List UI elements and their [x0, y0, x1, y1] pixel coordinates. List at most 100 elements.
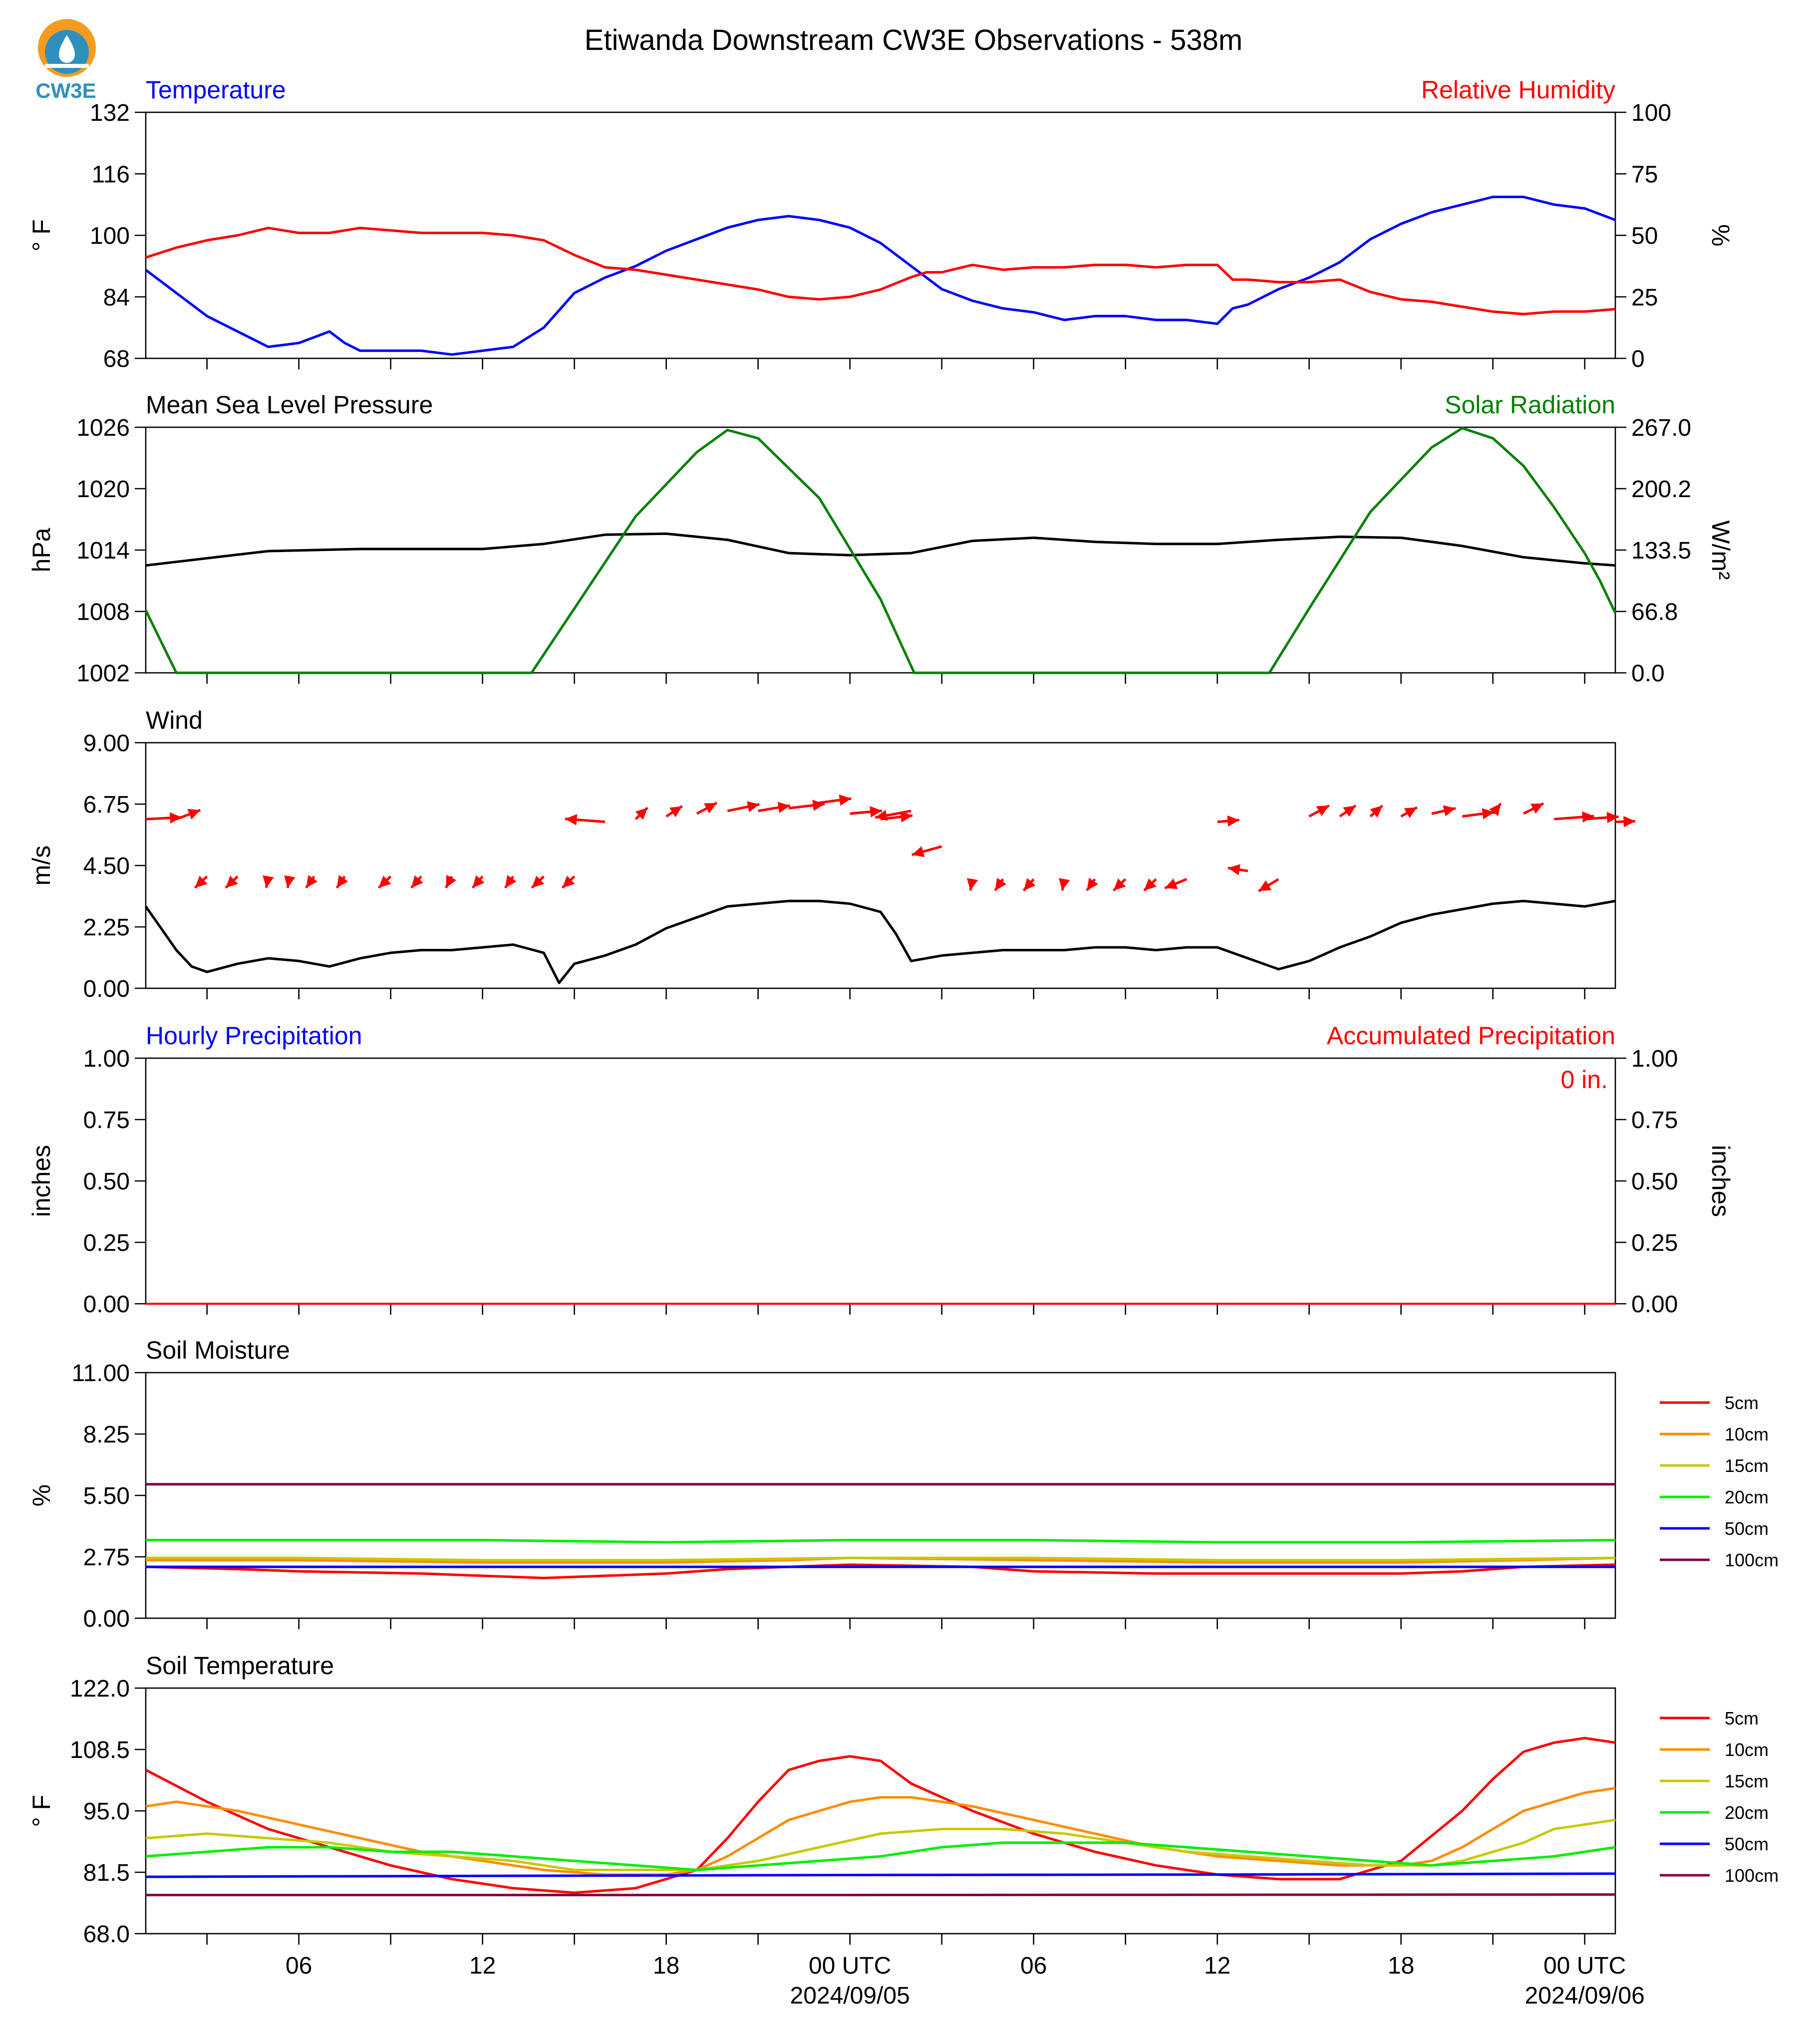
y-tick-label-left: 6.75 — [83, 792, 130, 818]
series-line-right — [145, 227, 1616, 315]
y-tick-label-left: 2.25 — [83, 914, 130, 941]
y-axis-label-left: ° F — [27, 219, 55, 251]
legend-label: 5cm — [1725, 1708, 1759, 1729]
wind-arrow-head — [1228, 864, 1240, 875]
legend-label: 100cm — [1725, 1865, 1779, 1886]
wind-arrow-head — [812, 800, 825, 811]
wind-arrow — [1400, 806, 1418, 818]
y-tick-label-left: 122.0 — [70, 1676, 130, 1702]
wind-arrow — [194, 875, 208, 889]
wind-arrow-head — [870, 806, 882, 818]
y-tick-label-left: 68 — [103, 346, 130, 372]
wind-arrow-head — [378, 875, 391, 888]
wind-arrow-head — [911, 846, 925, 858]
y-axis-label-left: ° F — [27, 1795, 55, 1827]
wind-arrow — [284, 875, 296, 888]
wind-arrow-head — [1087, 877, 1099, 891]
y-tick-label-left: 0.25 — [83, 1230, 130, 1256]
wind-arrow-head — [195, 875, 208, 888]
panel-title-left: Mean Sea Level Pressure — [146, 391, 433, 419]
wind-arrow — [225, 875, 239, 889]
x-tick-label: 06 — [286, 1953, 312, 1979]
y-tick-label-left: 0.00 — [83, 976, 130, 1002]
y-tick-label-left: 108.5 — [70, 1737, 130, 1763]
x-tick-label: 18 — [653, 1953, 679, 1979]
wind-arrow — [634, 807, 649, 820]
y-axis-label-right: inches — [1707, 1145, 1735, 1217]
wind-arrow-head — [306, 875, 318, 888]
wind-arrow-head — [1404, 807, 1417, 818]
wind-arrow-head — [505, 875, 517, 888]
y-tick-label-left: 0.50 — [83, 1168, 130, 1195]
y-tick-label-right: 25 — [1631, 285, 1658, 311]
wind-arrow — [1227, 864, 1248, 875]
wind-arrow — [561, 875, 576, 889]
wind-arrow — [263, 875, 274, 888]
wind-arrow — [875, 810, 911, 821]
y-tick-label-left: 0.00 — [83, 1606, 130, 1632]
wind-arrow — [1086, 877, 1099, 891]
wind-arrow-head — [966, 878, 978, 891]
y-tick-label-left: 1026 — [76, 415, 130, 441]
wind-arrow-head — [1343, 805, 1356, 817]
x-tick-label: 00 UTC — [809, 1953, 891, 1979]
x-date-label: 2024/09/05 — [790, 1983, 910, 2009]
panel-title-left: Hourly Precipitation — [146, 1022, 362, 1050]
wind-arrow — [665, 805, 683, 818]
y-tick-label-left: 0.00 — [83, 1291, 130, 1318]
wind-arrow-head — [1623, 816, 1635, 828]
wind-arrow-head — [263, 875, 274, 888]
series-line-left — [145, 532, 1616, 567]
wind-arrow-head — [1258, 880, 1272, 891]
wind-arrow — [335, 875, 348, 889]
panels: Temperature Relative Humidity 68 84 100 116 13… — [27, 76, 1779, 2009]
wind-arrow-head — [284, 875, 296, 888]
y-tick-label-left: 0.75 — [83, 1107, 130, 1134]
y-tick-label-right: 0.0 — [1631, 660, 1665, 687]
wind-arrow-head — [1113, 878, 1126, 891]
y-tick-label-right: 200.2 — [1631, 476, 1691, 503]
wind-arrow-head — [565, 814, 578, 826]
panel-title-right: Relative Humidity — [1421, 76, 1615, 104]
wind-arrow — [1522, 802, 1544, 815]
wind-arrow-head — [1023, 878, 1036, 891]
legend-label: 15cm — [1725, 1455, 1769, 1476]
soil-line-15cm — [146, 1556, 1616, 1562]
wind-arrow-head — [532, 875, 545, 888]
wind-arrow-head — [446, 874, 457, 888]
legend-label: 50cm — [1725, 1518, 1769, 1539]
x-date-label: 2024/09/06 — [1525, 1983, 1645, 2009]
x-tick-label: 12 — [1204, 1953, 1230, 1979]
wind-arrow-head — [777, 802, 790, 813]
y-tick-label-right: 133.5 — [1631, 538, 1691, 564]
wind-arrow-head — [1482, 808, 1495, 820]
y-axis-label-left: hPa — [27, 528, 55, 572]
wind-arrow — [377, 875, 392, 889]
wind-arrow — [1431, 805, 1456, 817]
y-axis-label-right: % — [1707, 224, 1735, 246]
logo-drop-icon — [59, 35, 75, 63]
wind-arrow — [819, 794, 852, 806]
wind-arrow — [1308, 804, 1330, 818]
wind-arrow — [1462, 808, 1495, 820]
wind-arrow — [994, 877, 1007, 891]
x-tick-label: 00 UTC — [1543, 1953, 1626, 1979]
soil-line-20cm — [146, 1539, 1616, 1544]
wind-arrow-head — [1370, 805, 1383, 818]
wind-arrow — [758, 802, 791, 813]
wind-arrow — [145, 812, 182, 824]
y-tick-label-left: 1014 — [76, 538, 130, 564]
y-tick-label-left: 1.00 — [83, 1046, 130, 1072]
x-tick-label: 18 — [1388, 1953, 1414, 1979]
y-tick-label-right: 0.75 — [1631, 1107, 1678, 1134]
legend-label: 20cm — [1725, 1487, 1769, 1507]
soil-line-15cm — [145, 1818, 1616, 1871]
wind-arrow — [531, 875, 545, 889]
wind-arrow-head — [562, 875, 575, 888]
y-tick-label-left: 5.50 — [83, 1483, 130, 1509]
x-tick-label: 06 — [1020, 1953, 1047, 1979]
legend: 5cm 10cm 15cm 20cm 50cm 100cm — [1660, 1708, 1779, 1886]
wind-arrow-head — [472, 875, 485, 888]
y-tick-label-left: 81.5 — [83, 1860, 130, 1886]
